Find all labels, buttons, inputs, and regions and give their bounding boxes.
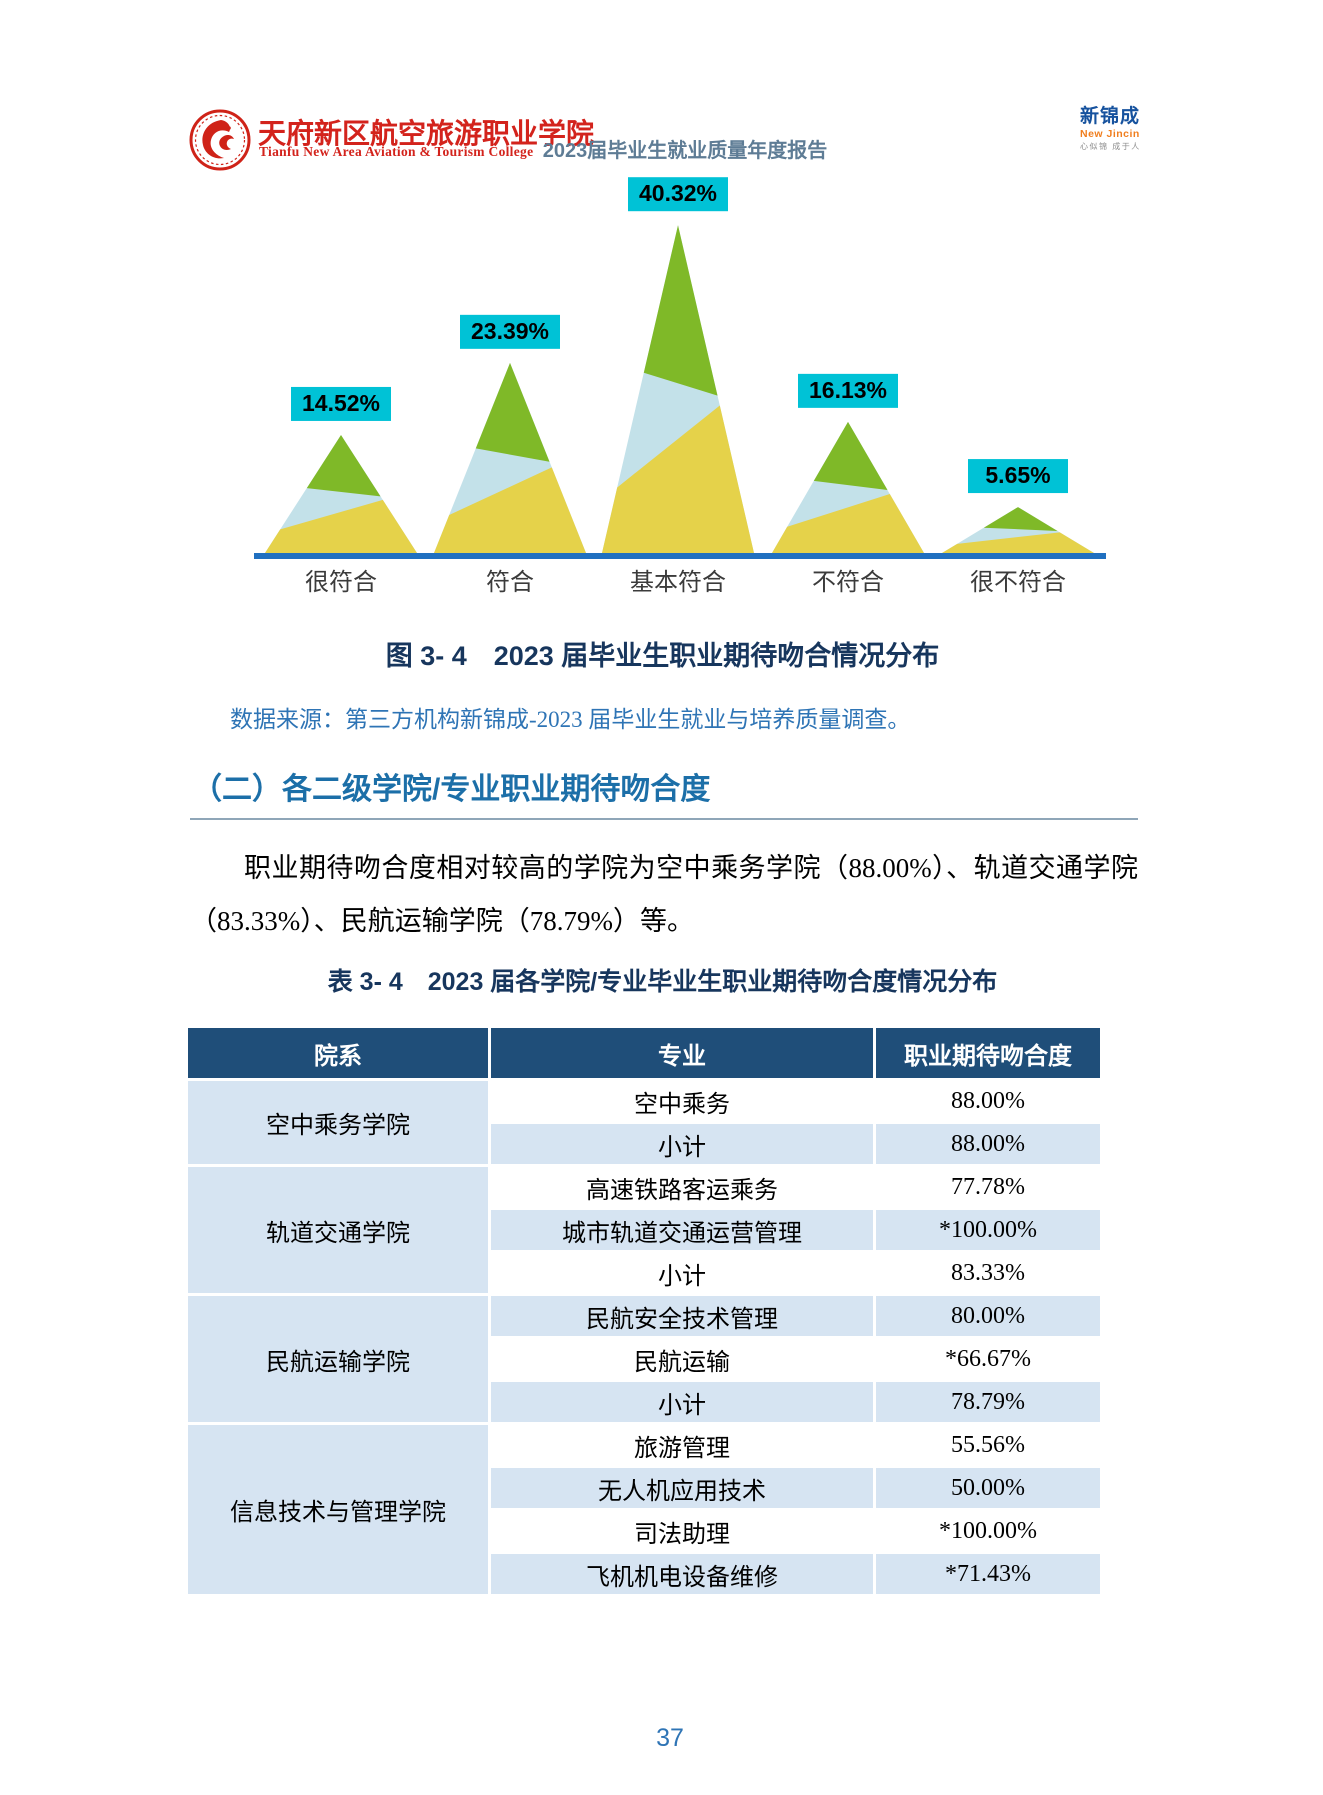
major-cell: 民航运输	[491, 1339, 873, 1379]
cohesion-value-cell: *100.00%	[876, 1511, 1100, 1551]
cohesion-table: 院系 专业 职业期待吻合度 空中乘务学院 空中乘务 88.00% 小计 88.00% 轨道…	[185, 1025, 1103, 1597]
category-label: 基本符合	[630, 569, 726, 596]
cohesion-value-cell: *100.00%	[876, 1210, 1100, 1250]
college-logo-icon	[189, 109, 251, 171]
triangle-很符合	[265, 434, 417, 553]
table-caption: 表 3- 4 2023 届各学院/专业毕业生职业期待吻合度情况分布	[327, 968, 998, 996]
data-label: 40.32%	[628, 177, 728, 212]
table-row: 轨道交通学院 高速铁路客运乘务 77.78%	[188, 1167, 1100, 1293]
college-cell: 空中乘务学院	[188, 1081, 488, 1164]
header-cohesion: 职业期待吻合度	[876, 1028, 1100, 1078]
table-row: 信息技术与管理学院 旅游管理 55.56%	[188, 1425, 1100, 1594]
table-row: 小计 83.33%	[188, 1253, 1100, 1293]
brand-slogan: 心似锦 成于人	[1080, 141, 1141, 151]
major-cell: 小计	[491, 1382, 873, 1422]
cohesion-value-cell: 78.79%	[876, 1382, 1100, 1422]
data-label: 16.13%	[798, 373, 898, 408]
cohesion-value-cell: 83.33%	[876, 1253, 1100, 1293]
major-cell: 司法助理	[491, 1511, 873, 1551]
table-row: 民航运输 *66.67%	[188, 1339, 1100, 1379]
college-name-zh: 天府新区航空旅游职业学院	[258, 119, 595, 150]
svg-text:16.13%: 16.13%	[809, 377, 887, 403]
brand-logo: 新锦成 New Jincin 心似锦 成于人	[1080, 106, 1160, 151]
category-label: 符合	[486, 569, 534, 596]
data-source-note: 数据来源：第三方机构新锦成-2023 届毕业生就业与培养质量调查。	[230, 707, 911, 732]
table-header-row: 院系 专业 职业期待吻合度	[188, 1028, 1100, 1078]
college-name-en: Tianfu New Area Aviation & Tourism Colle…	[259, 144, 534, 159]
table-row: 城市轨道交通运营管理 *100.00%	[188, 1210, 1100, 1250]
college-cell: 轨道交通学院	[188, 1167, 488, 1293]
brand-name-en: New Jincin	[1080, 127, 1140, 140]
svg-text:40.32%: 40.32%	[639, 180, 717, 206]
table-row: 司法助理 *100.00%	[188, 1511, 1100, 1551]
svg-text:23.39%: 23.39%	[471, 318, 549, 344]
major-cell: 飞机机电设备维修	[491, 1554, 873, 1594]
category-label: 很不符合	[970, 569, 1066, 596]
major-cell: 城市轨道交通运营管理	[491, 1210, 873, 1250]
category-label: 很符合	[305, 569, 377, 596]
body-paragraph: 职业期待吻合度相对较高的学院为空中乘务学院（88.00%）、轨道交通学院（83.…	[190, 853, 1138, 936]
cohesion-value-cell: 50.00%	[876, 1468, 1100, 1508]
svg-text:14.52%: 14.52%	[302, 390, 380, 416]
table-row: 民航运输学院 民航安全技术管理 80.00%	[188, 1296, 1100, 1422]
triangle-符合	[434, 362, 586, 553]
section-divider	[190, 818, 1138, 820]
table-row: 空中乘务学院 空中乘务 88.00%	[188, 1081, 1100, 1164]
report-title: 2023届毕业生就业质量年度报告	[542, 140, 828, 162]
triangle-不符合	[772, 421, 924, 553]
svg-text:5.65%: 5.65%	[985, 462, 1050, 488]
major-cell: 小计	[491, 1124, 873, 1164]
page-number: 37	[656, 1724, 684, 1752]
cohesion-value-cell: *71.43%	[876, 1554, 1100, 1594]
major-cell: 旅游管理	[491, 1425, 873, 1465]
cohesion-table-wrap: 院系 专业 职业期待吻合度 空中乘务学院 空中乘务 88.00% 小计 88.00% 轨道…	[185, 1025, 1103, 1597]
header-major: 专业	[491, 1028, 873, 1078]
brand-name-zh: 新锦成	[1080, 106, 1141, 127]
category-label: 不符合	[812, 569, 884, 596]
major-cell: 高速铁路客运乘务	[491, 1167, 873, 1207]
header-college: 院系	[188, 1028, 488, 1078]
table-row: 小计 88.00%	[188, 1124, 1100, 1164]
major-cell: 空中乘务	[491, 1081, 873, 1121]
cohesion-value-cell: *66.67%	[876, 1339, 1100, 1379]
section-heading: （二）各二级学院/专业职业期待吻合度	[192, 773, 711, 806]
cohesion-value-cell: 77.78%	[876, 1167, 1100, 1207]
cohesion-value-cell: 55.56%	[876, 1425, 1100, 1465]
table-row: 无人机应用技术 50.00%	[188, 1468, 1100, 1508]
major-cell: 民航安全技术管理	[491, 1296, 873, 1336]
college-cell: 信息技术与管理学院	[188, 1425, 488, 1594]
table-row: 小计 78.79%	[188, 1382, 1100, 1422]
cohesion-value-cell: 80.00%	[876, 1296, 1100, 1336]
major-cell: 小计	[491, 1253, 873, 1293]
data-label: 5.65%	[968, 459, 1068, 494]
triangle-基本符合	[602, 225, 754, 553]
figure-caption: 图 3- 4 2023 届毕业生职业期待吻合情况分布	[385, 641, 940, 671]
college-cell: 民航运输学院	[188, 1296, 488, 1422]
cohesion-value-cell: 88.00%	[876, 1124, 1100, 1164]
major-cell: 无人机应用技术	[491, 1468, 873, 1508]
table-row: 飞机机电设备维修 *71.43%	[188, 1554, 1100, 1594]
cohesion-value-cell: 88.00%	[876, 1081, 1100, 1121]
expectation-cohesion-chart: 14.52% 很符合 23.39% 符合 40.32% 基本符合 16.13% 不符合 5.65…	[254, 177, 1106, 596]
data-label: 23.39%	[460, 314, 560, 349]
triangle-很不符合	[942, 507, 1094, 553]
data-label: 14.52%	[291, 386, 391, 421]
